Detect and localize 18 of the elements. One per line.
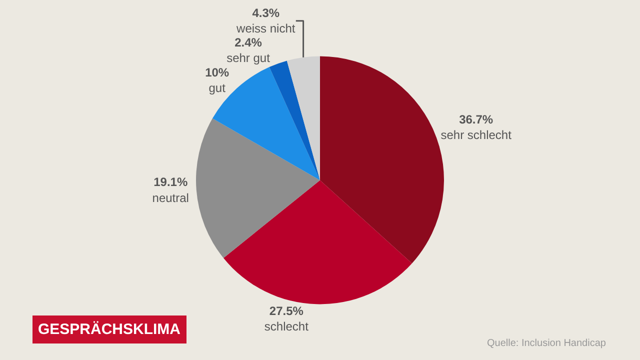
pie-slice xyxy=(196,118,320,258)
slice-label: sehr schlecht xyxy=(440,128,512,142)
data-label: 27.5% xyxy=(269,304,304,318)
slice-label: schlecht xyxy=(264,320,310,334)
slice-label: gut xyxy=(208,80,226,95)
source-note: Quelle: Inclusion Handicap xyxy=(487,338,606,349)
data-label: 2.4% xyxy=(234,36,262,50)
data-label: 19.1% xyxy=(154,175,188,190)
text: GESPRÄCHSKLIMA xyxy=(38,321,181,338)
data-label: 4.3% xyxy=(252,6,280,20)
slice-label: neutral xyxy=(152,190,189,205)
pie-slice xyxy=(223,180,412,304)
pie-slice xyxy=(269,60,320,180)
slice-label: weiss nicht xyxy=(236,22,296,36)
data-label: 10% xyxy=(205,65,230,80)
slice-label: sehr gut xyxy=(226,51,271,66)
data-label: 36.7% xyxy=(459,112,494,127)
pie-slice xyxy=(286,56,320,180)
